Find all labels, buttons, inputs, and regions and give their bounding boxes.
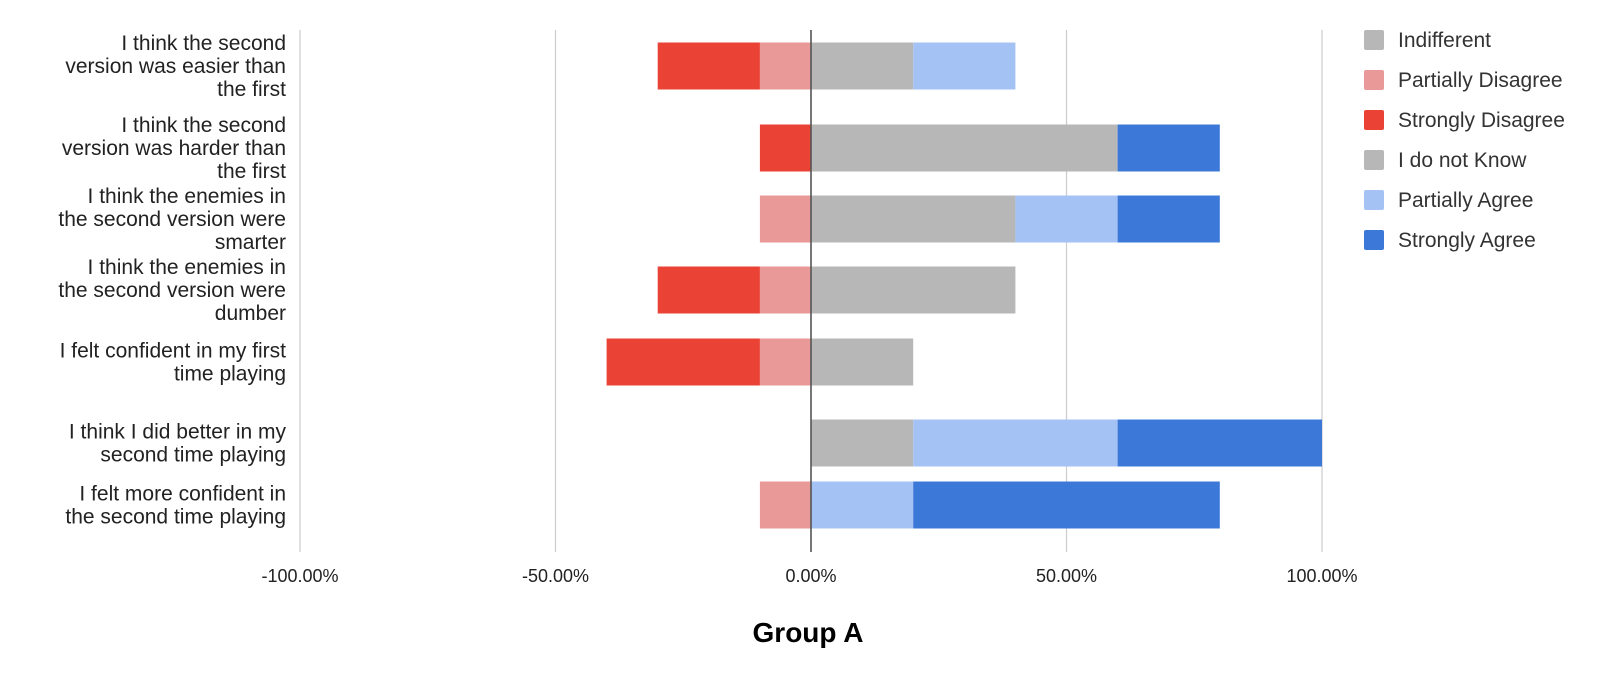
x-tick-label-4: 100.00%	[1286, 566, 1357, 586]
x-tick-label-2: 0.00%	[785, 566, 836, 586]
category-label-line: the first	[217, 78, 286, 101]
category-label-line: version was harder than	[62, 137, 286, 160]
bar-1-i-do-not-know	[811, 124, 1118, 172]
bar-5-strongly-agree	[1117, 419, 1322, 467]
legend-swatch-1	[1364, 70, 1384, 90]
legend-label-4: Partially Agree	[1398, 189, 1533, 212]
legend-label-5: Strongly Agree	[1398, 229, 1536, 252]
bar-4-strongly-disagree	[606, 338, 760, 386]
chart-title: Group A	[753, 617, 864, 648]
category-label-6: I felt more confident in the second time …	[65, 483, 286, 529]
bar-6-partially-agree	[811, 481, 914, 529]
bar-3-strongly-disagree	[657, 266, 760, 314]
x-tick-label-0: -100.00%	[261, 566, 338, 586]
bar-2-partially-disagree	[759, 195, 811, 243]
category-label-line: the first	[217, 160, 286, 183]
bar-4-partially-disagree	[759, 338, 811, 386]
category-label-line: I felt more confident in	[79, 483, 286, 506]
bar-1-strongly-disagree	[759, 124, 811, 172]
legend-swatch-2	[1364, 110, 1384, 130]
category-label-line: I think the second	[121, 114, 286, 137]
legend-label-3: I do not Know	[1398, 149, 1527, 172]
bar-5-i-do-not-know	[811, 419, 914, 467]
category-label-1: I think the second version was harder tha…	[62, 114, 286, 183]
x-tick-labels: -100.00% -50.00% 0.00% 50.00% 100.00%	[261, 566, 1357, 586]
category-label-line: second time playing	[100, 444, 286, 467]
legend-label-0: Indifferent	[1398, 29, 1491, 52]
category-label-3: I think the enemies in the second version…	[58, 256, 286, 325]
bar-0-strongly-disagree	[657, 42, 760, 90]
category-label-line: I think the enemies in	[88, 185, 286, 208]
category-label-4: I felt confident in my first time playing	[60, 340, 287, 386]
legend-swatch-0	[1364, 30, 1384, 50]
category-label-5: I think I did better in my second time pl…	[69, 421, 287, 467]
category-label-line: I think I did better in my	[69, 421, 287, 444]
legend-label-2: Strongly Disagree	[1398, 109, 1565, 132]
bar-4-i-do-not-know	[811, 338, 914, 386]
bar-2-i-do-not-know	[811, 195, 1016, 243]
category-label-line: time playing	[174, 363, 286, 386]
legend-swatch-3	[1364, 150, 1384, 170]
category-label-line: smarter	[215, 231, 286, 254]
category-label-0: I think the second version was easier tha…	[65, 32, 286, 101]
category-label-line: the second version were	[58, 279, 286, 302]
legend-swatch-4	[1364, 190, 1384, 210]
bar-2-partially-agree	[1015, 195, 1118, 243]
category-label-line: I felt confident in my first	[60, 340, 287, 363]
bar-6-partially-disagree	[759, 481, 811, 529]
legend-swatch-5	[1364, 230, 1384, 250]
category-labels: I think the second version was easier tha…	[58, 32, 286, 529]
legend: Indifferent Partially Disagree Strongly Di…	[1364, 29, 1565, 252]
category-label-line: I think the second	[121, 32, 286, 55]
bar-6-strongly-agree	[913, 481, 1220, 529]
category-label-line: version was easier than	[65, 55, 286, 78]
x-tick-label-1: -50.00%	[522, 566, 589, 586]
x-tick-label-3: 50.00%	[1036, 566, 1097, 586]
bar-0-i-do-not-know	[811, 42, 914, 90]
category-label-line: the second time playing	[65, 506, 286, 529]
bar-0-partially-disagree	[759, 42, 811, 90]
bar-5-partially-agree	[913, 419, 1118, 467]
bar-2-strongly-agree	[1117, 195, 1220, 243]
bar-3-partially-disagree	[759, 266, 811, 314]
bar-1-strongly-agree	[1117, 124, 1220, 172]
bars	[606, 42, 1322, 529]
category-label-2: I think the enemies in the second version…	[58, 185, 286, 254]
category-label-line: I think the enemies in	[88, 256, 286, 279]
legend-label-1: Partially Disagree	[1398, 69, 1563, 92]
category-label-line: the second version were	[58, 208, 286, 231]
bar-0-partially-agree	[913, 42, 1016, 90]
bar-3-i-do-not-know	[811, 266, 1016, 314]
category-label-line: dumber	[215, 302, 286, 325]
